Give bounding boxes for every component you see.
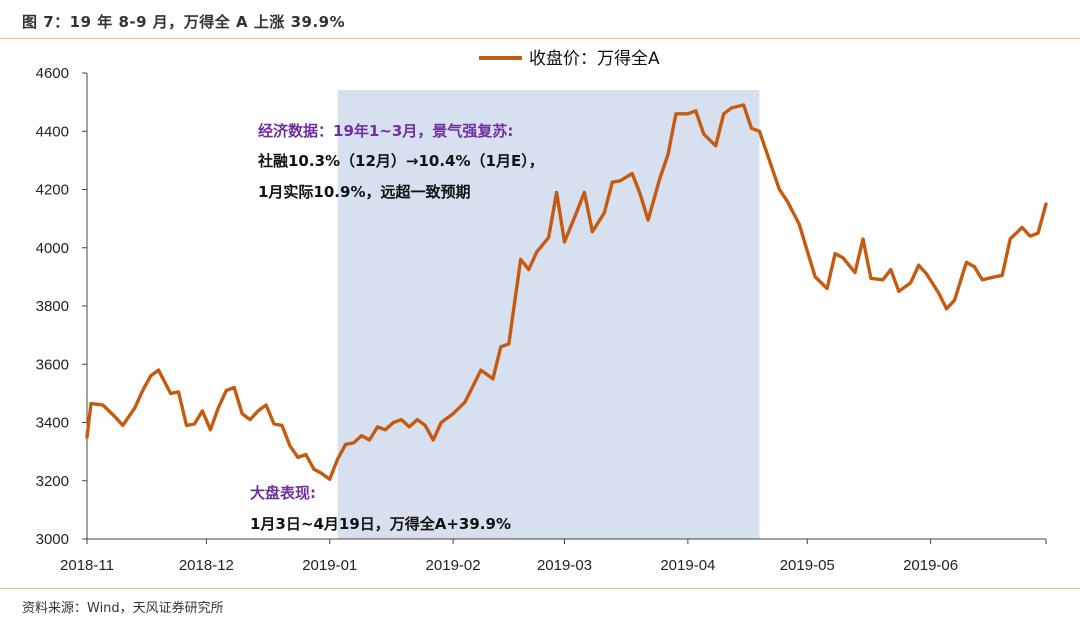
source-note: 资料来源：Wind，天风证券研究所 — [22, 601, 224, 616]
y-tick-label: 3400 — [36, 415, 69, 432]
legend-label: 收盘价：万得全A — [529, 49, 660, 69]
legend: 收盘价：万得全A — [479, 49, 660, 69]
x-tick-label: 2019-05 — [780, 557, 835, 574]
annotation-market: 大盘表现: 1月3日~4月19日，万得全A+39.9% — [250, 484, 511, 533]
annotation-econ-heading: 经济数据：19年1~3月，景气强复苏: — [258, 122, 513, 140]
x-tick-label: 2019-06 — [903, 557, 958, 574]
y-tick-label: 3600 — [36, 356, 69, 373]
annotation-market-heading: 大盘表现: — [250, 484, 316, 502]
annotation-economic-data: 经济数据：19年1~3月，景气强复苏: 社融10.3%（12月）→10.4%（1… — [257, 122, 544, 201]
x-tick-label: 2019-01 — [302, 557, 357, 574]
series-line — [85, 103, 1048, 481]
x-tick-label: 2019-02 — [426, 557, 481, 574]
x-tick-label: 2018-12 — [179, 557, 234, 574]
annotation-market-line-1: 1月3日~4月19日，万得全A+39.9% — [250, 515, 511, 533]
title-divider — [0, 38, 1080, 39]
line-chart: 3000 3200 3400 3600 3800 4000 4200 4400 4600 2018… — [36, 49, 1048, 574]
highlight-region — [337, 90, 760, 539]
y-tick-label: 4400 — [36, 123, 69, 140]
annotation-econ-line-1: 社融10.3%（12月）→10.4%（1月E）， — [257, 152, 544, 170]
y-tick-label: 4200 — [36, 182, 69, 199]
x-tick-label: 2018-11 — [60, 557, 114, 574]
y-tick-label: 4000 — [36, 240, 69, 257]
x-tick-label: 2019-03 — [537, 557, 592, 574]
figure-title: 图 7：19 年 8-9 月，万得全 A 上涨 39.9% — [22, 13, 346, 31]
y-tick-label: 3800 — [36, 298, 69, 315]
axis-ticks: 3000 3200 3400 3600 3800 4000 4200 4400 4600 2018… — [36, 65, 1047, 574]
y-tick-label: 4600 — [36, 65, 69, 82]
annotation-econ-line-2: 1月实际10.9%，远超一致预期 — [258, 183, 470, 201]
x-tick-label: 2019-04 — [660, 557, 715, 574]
footer-divider — [0, 588, 1080, 589]
y-tick-label: 3000 — [36, 531, 69, 548]
y-tick-label: 3200 — [36, 473, 69, 490]
